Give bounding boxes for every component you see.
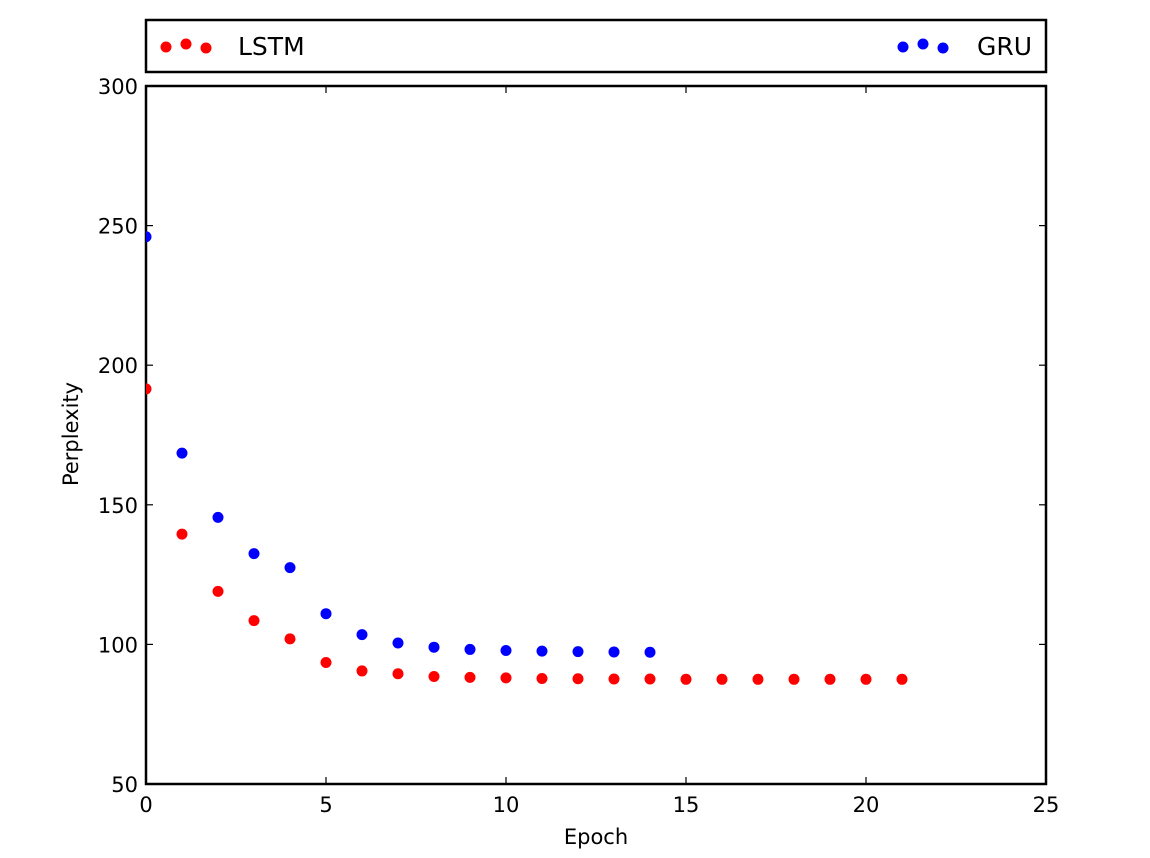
data-point-lstm: [176, 528, 188, 540]
legend-marker-gru: [937, 42, 949, 54]
data-point-lstm: [860, 673, 872, 685]
y-tick-label: 300: [98, 75, 138, 99]
data-point-gru: [572, 646, 584, 658]
data-point-gru: [464, 643, 476, 655]
data-point-lstm: [464, 671, 476, 683]
data-point-lstm: [428, 671, 440, 683]
data-point-lstm: [680, 673, 692, 685]
data-point-lstm: [572, 673, 584, 685]
legend-markers: [160, 38, 949, 54]
legend-marker-lstm: [160, 41, 172, 53]
data-point-gru: [536, 645, 548, 657]
x-tick-label: 25: [1033, 793, 1060, 817]
data-point-lstm: [500, 672, 512, 684]
data-point-gru: [500, 645, 512, 657]
y-axis-title: Perplexity: [59, 382, 83, 486]
data-point-lstm: [146, 383, 152, 395]
data-point-lstm: [788, 673, 800, 685]
data-point-lstm: [824, 673, 836, 685]
x-tick-label: 20: [853, 793, 880, 817]
data-point-lstm: [752, 673, 764, 685]
data-point-lstm: [536, 672, 548, 684]
data-point-gru: [428, 641, 440, 653]
data-point-gru: [248, 548, 260, 560]
data-point-lstm: [896, 673, 908, 685]
legend-label-lstm: LSTM: [238, 32, 305, 61]
data-point-gru: [176, 447, 188, 459]
x-axis-title: Epoch: [564, 825, 628, 849]
plot-area-frame: [144, 84, 1048, 786]
legend-marker-lstm: [180, 38, 192, 50]
data-point-lstm: [608, 673, 620, 685]
x-tick-label: 5: [319, 793, 332, 817]
data-point-gru: [320, 608, 332, 620]
x-tick-label: 15: [673, 793, 700, 817]
y-tick-label: 200: [98, 354, 138, 378]
x-tick-label: 0: [139, 793, 152, 817]
data-point-lstm: [644, 673, 656, 685]
legend-marker-gru: [917, 38, 929, 50]
data-point-lstm: [356, 665, 368, 677]
data-point-lstm: [716, 673, 728, 685]
data-points: [146, 231, 908, 685]
data-point-lstm: [392, 668, 404, 680]
data-point-gru: [356, 629, 368, 641]
x-tick-label: 10: [493, 793, 520, 817]
axis-ticks: 0 5 10 15 20 25 50 100 150 200 250 300: [98, 75, 1059, 817]
data-point-gru: [392, 637, 404, 649]
data-point-gru: [644, 646, 656, 658]
legend-marker-gru: [897, 41, 909, 53]
legend-marker-lstm: [200, 42, 212, 54]
data-point-gru: [608, 646, 620, 658]
legend: LSTM GRU: [144, 18, 1048, 74]
y-tick-label: 100: [98, 633, 138, 657]
data-point-gru: [284, 562, 296, 574]
data-point-lstm: [212, 585, 224, 597]
data-point-gru: [212, 511, 224, 523]
y-tick-label: 250: [98, 215, 138, 239]
legend-label-gru: GRU: [977, 32, 1032, 61]
y-tick-label: 150: [98, 494, 138, 518]
data-point-lstm: [284, 633, 296, 645]
data-point-gru: [146, 231, 152, 243]
y-tick-label: 50: [111, 773, 138, 797]
legend-frame: [144, 18, 1048, 74]
data-point-lstm: [320, 657, 332, 669]
data-point-lstm: [248, 615, 260, 627]
